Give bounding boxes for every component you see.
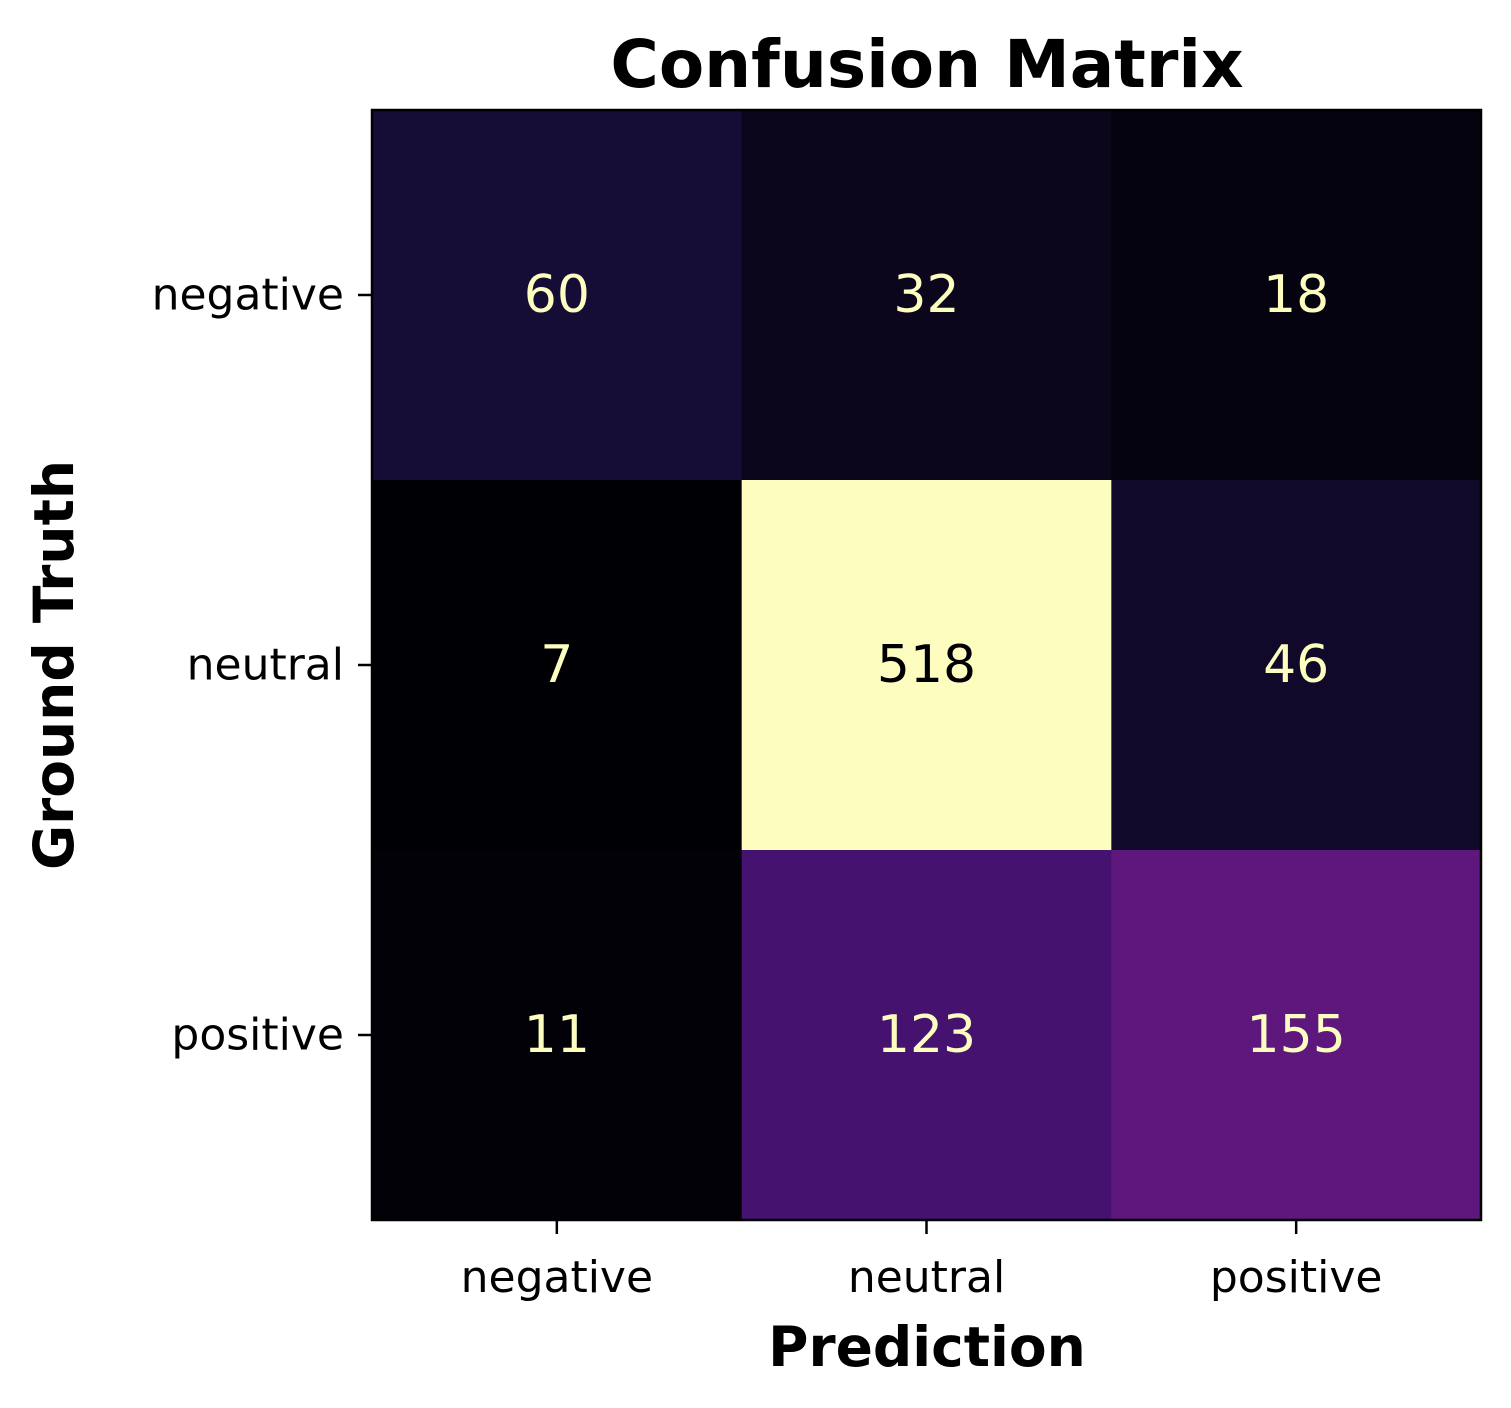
cell-neutral-positive [1111,480,1482,851]
y-axis-label: Ground Truth [22,460,86,870]
x-axis-label: Prediction [768,1315,1086,1379]
heatmap-cell-labels: 60 32 18 7 518 46 11 123 155 [524,265,1346,1065]
cell-positive-neutral [741,850,1112,1221]
cell-value-neutral-negative: 7 [540,635,573,695]
x-tick-label-positive: positive [1210,1252,1383,1303]
cell-neutral-negative [372,480,743,851]
y-axis-ticks: negative neutral positive [152,270,372,1061]
cell-value-positive-neutral: 123 [877,1005,976,1065]
cell-negative-neutral [741,110,1112,481]
cell-value-neutral-positive: 46 [1263,635,1329,695]
x-tick-label-neutral: neutral [848,1252,1005,1303]
y-tick-label-negative: negative [152,270,344,321]
cell-neutral-neutral [741,480,1112,851]
cell-value-negative-positive: 18 [1263,265,1329,325]
x-axis-ticks: negative neutral positive [461,1220,1383,1303]
cell-negative-positive [1111,110,1482,481]
cell-negative-negative [372,110,743,481]
y-tick-label-positive: positive [171,1010,344,1061]
cell-positive-positive [1111,850,1482,1221]
cell-positive-negative [372,850,743,1221]
cell-value-negative-neutral: 32 [893,265,959,325]
y-tick-label-neutral: neutral [187,640,344,691]
heatmap-cells [372,110,1482,1221]
cell-value-positive-negative: 11 [524,1005,590,1065]
cell-value-positive-positive: 155 [1247,1005,1346,1065]
cell-value-negative-negative: 60 [524,265,590,325]
cell-value-neutral-neutral: 518 [877,635,976,695]
chart-title: Confusion Matrix [610,26,1243,103]
x-tick-label-negative: negative [461,1252,653,1303]
